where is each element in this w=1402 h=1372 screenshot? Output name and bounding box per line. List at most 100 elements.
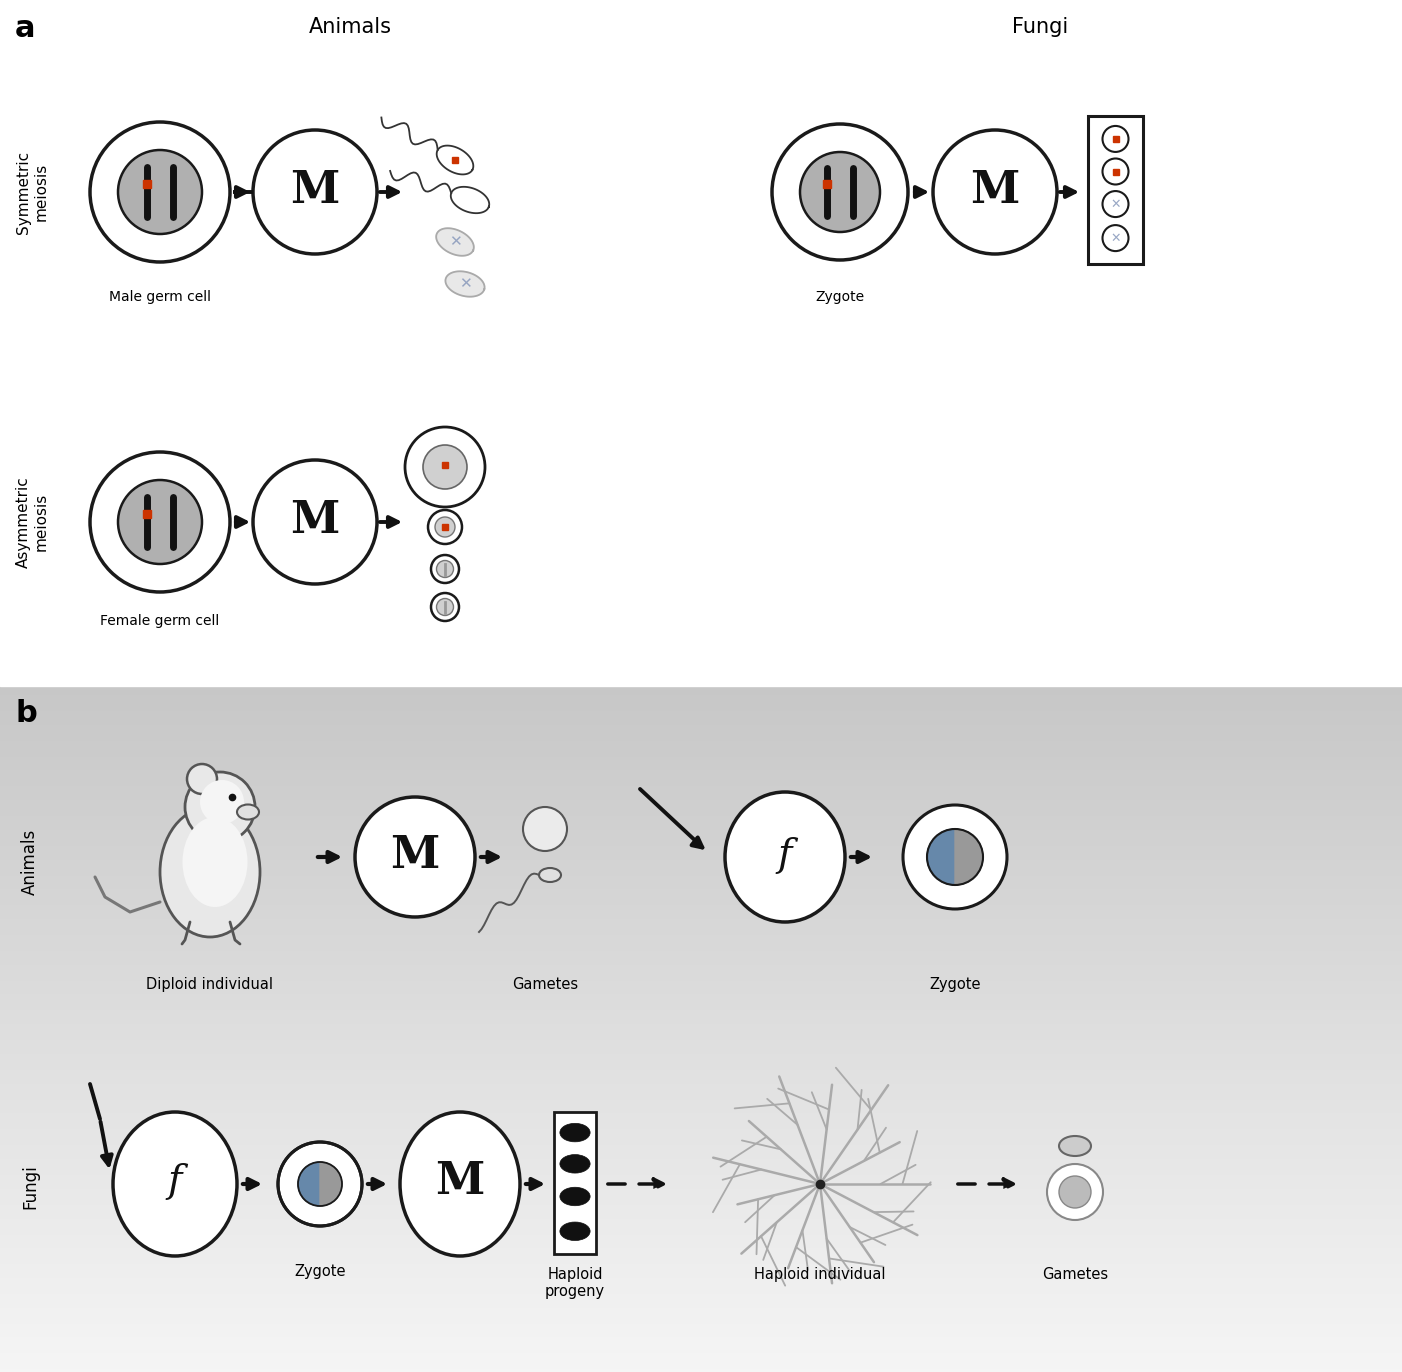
Bar (0, 1184, 1402, 1187)
Bar (0, 1192, 1402, 1196)
Bar (0, 774, 1402, 778)
Bar (0, 1037, 1402, 1040)
Bar (0, 691, 1402, 696)
Bar (0, 1218, 1402, 1221)
Bar (0, 786, 1402, 789)
Text: f: f (168, 1163, 182, 1200)
Bar (0, 845, 1402, 848)
Bar (0, 982, 1402, 985)
Bar (0, 958, 1402, 960)
Bar (0, 808, 1402, 812)
Bar (0, 804, 1402, 807)
Bar (0, 927, 1402, 930)
Bar (0, 1006, 1402, 1008)
Bar (0, 1158, 1402, 1162)
Bar (0, 1096, 1402, 1100)
Bar (0, 1261, 1402, 1265)
Bar (0, 705, 1402, 709)
Text: Gametes: Gametes (1042, 1266, 1108, 1281)
Circle shape (1102, 191, 1129, 217)
Bar (0, 1213, 1402, 1217)
Bar (0, 770, 1402, 772)
Bar (0, 1202, 1402, 1205)
Bar (0, 687, 1402, 690)
Bar (0, 1129, 1402, 1132)
Bar (0, 825, 1402, 827)
Bar (0, 1360, 1402, 1362)
Bar (0, 890, 1402, 895)
Bar (0, 760, 1402, 764)
Bar (0, 910, 1402, 912)
Bar (0, 1030, 1402, 1033)
Ellipse shape (559, 1187, 590, 1206)
Bar (0, 1172, 1402, 1176)
Bar (0, 1298, 1402, 1301)
Text: Symmetric
meiosis: Symmetric meiosis (15, 151, 48, 233)
Bar (0, 763, 1402, 766)
Bar (0, 731, 1402, 734)
Bar (0, 1136, 1402, 1139)
Bar (0, 1126, 1402, 1129)
Bar (0, 1140, 1402, 1143)
Bar (0, 1246, 1402, 1249)
Bar (0, 1151, 1402, 1155)
Bar (0, 733, 1402, 737)
Polygon shape (955, 829, 983, 885)
Bar (0, 697, 1402, 700)
Bar (0, 921, 1402, 923)
Bar (0, 752, 1402, 755)
Bar (0, 783, 1402, 786)
Bar (0, 1321, 1402, 1324)
Bar (0, 794, 1402, 799)
Text: M: M (390, 834, 440, 877)
Bar (0, 1168, 1402, 1170)
Bar (0, 1309, 1402, 1313)
Bar (0, 807, 1402, 809)
Ellipse shape (725, 792, 845, 922)
Bar (0, 1232, 1402, 1235)
Ellipse shape (182, 816, 248, 907)
Circle shape (423, 445, 467, 488)
Bar (0, 848, 1402, 851)
Bar (0, 1268, 1402, 1272)
Bar (0, 993, 1402, 997)
Bar (0, 1314, 1402, 1317)
Bar (0, 859, 1402, 862)
Bar (0, 1003, 1402, 1006)
Bar (0, 1239, 1402, 1242)
Bar (0, 1336, 1402, 1340)
Bar (0, 1243, 1402, 1246)
Circle shape (90, 122, 230, 262)
Text: Zygote: Zygote (294, 1264, 346, 1279)
Bar (0, 694, 1402, 697)
Bar (0, 1325, 1402, 1328)
Bar (0, 1014, 1402, 1018)
Text: Animals: Animals (21, 829, 39, 895)
Bar (0, 978, 1402, 981)
Bar (0, 923, 1402, 926)
Bar (0, 934, 1402, 937)
Bar (0, 1305, 1402, 1308)
Bar (0, 1174, 1402, 1177)
Bar (0, 1185, 1402, 1190)
Bar (0, 726, 1402, 730)
Ellipse shape (355, 797, 475, 916)
Ellipse shape (1059, 1136, 1091, 1157)
Bar (0, 889, 1402, 892)
Bar (0, 1220, 1402, 1224)
Bar (0, 973, 1402, 977)
Text: Diploid individual: Diploid individual (146, 977, 273, 992)
Bar (0, 1312, 1402, 1314)
Polygon shape (436, 145, 474, 174)
Bar (0, 884, 1402, 888)
Bar (0, 1055, 1402, 1059)
Bar (0, 1117, 1402, 1121)
Text: b: b (15, 698, 36, 729)
Bar (0, 842, 1402, 847)
Bar (0, 1357, 1402, 1361)
Bar (0, 1273, 1402, 1276)
Ellipse shape (237, 804, 259, 819)
Bar (0, 1024, 1402, 1026)
Circle shape (801, 152, 880, 232)
Polygon shape (299, 1162, 320, 1206)
